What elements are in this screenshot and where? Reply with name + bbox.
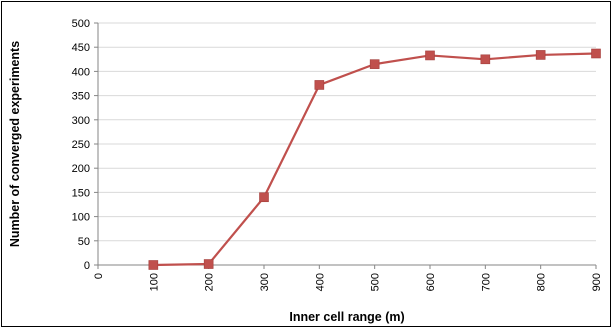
x-tick-label: 200 [204, 273, 216, 291]
series-line [153, 52, 597, 267]
x-tick-label: 900 [591, 273, 603, 291]
y-tick-label: 0 [84, 260, 90, 272]
y-tick-label: 50 [78, 236, 90, 248]
y-axis-title: Number of converged experiments [8, 41, 22, 247]
data-point [425, 50, 435, 61]
y-tick-label: 500 [72, 18, 90, 30]
gridlines [98, 22, 596, 242]
x-tick-label: 600 [425, 273, 437, 291]
x-tick-label: 800 [536, 273, 548, 291]
y-tick-label: 200 [72, 163, 90, 175]
x-tick-label: 500 [370, 273, 382, 291]
x-tick-label: 700 [480, 273, 492, 291]
x-tick-label: 300 [259, 273, 271, 291]
x-tick-label: 400 [314, 273, 326, 291]
data-point [259, 192, 269, 203]
data-point [591, 48, 601, 59]
x-tick-label: 100 [148, 273, 160, 291]
x-axis-title: Inner cell range (m) [289, 310, 404, 324]
y-tick-label: 250 [72, 139, 90, 151]
y-tick-label: 450 [72, 42, 90, 54]
x-tick-labels: 0 100 200 300 400 500 600 700 800 900 [93, 273, 603, 291]
y-tick-label: 400 [72, 66, 90, 78]
y-tick-label: 300 [72, 115, 90, 127]
data-point [480, 54, 491, 65]
data-point [203, 259, 214, 269]
series-group [148, 48, 601, 270]
y-tick-label: 350 [72, 91, 90, 103]
data-point [369, 59, 380, 69]
y-tick-label: 100 [72, 212, 90, 224]
y-tick-labels: 0 50 100 150 200 250 300 350 400 450 500 [72, 18, 90, 272]
x-tick-label: 0 [93, 273, 105, 279]
axes [94, 22, 597, 269]
data-point [535, 50, 546, 60]
data-point [314, 80, 325, 90]
y-tick-label: 150 [72, 187, 90, 199]
data-point [148, 260, 159, 270]
